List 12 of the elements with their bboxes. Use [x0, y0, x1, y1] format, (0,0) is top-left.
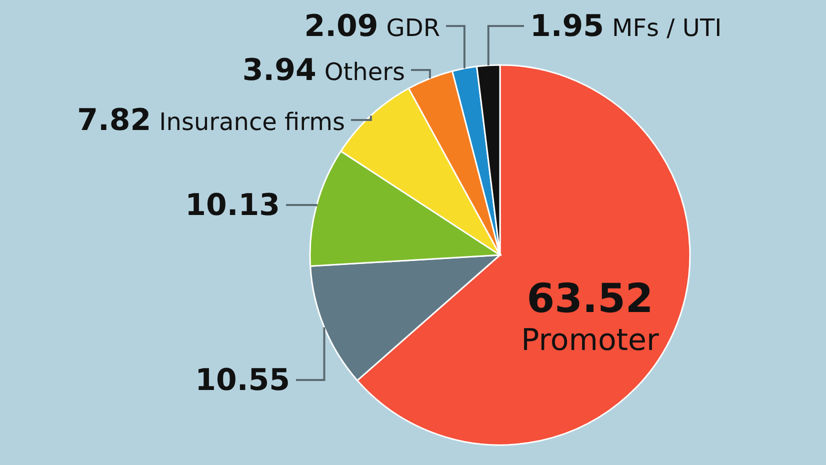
data-label: 63.52: [526, 276, 654, 322]
data-label: 10.55: [195, 363, 290, 398]
slice-label: Others: [324, 58, 405, 86]
data-label: 2.09: [304, 9, 378, 44]
slice-label: Insurance firms: [159, 108, 345, 136]
slice-label: Promoter: [521, 323, 660, 358]
slice-label: MFs / UTI: [612, 14, 722, 42]
data-label: 10.13: [185, 188, 280, 223]
data-label: 1.95: [530, 9, 604, 44]
slice-label: GDR: [386, 14, 440, 42]
data-label: 3.94: [242, 53, 316, 88]
data-label: 7.82: [77, 103, 152, 138]
